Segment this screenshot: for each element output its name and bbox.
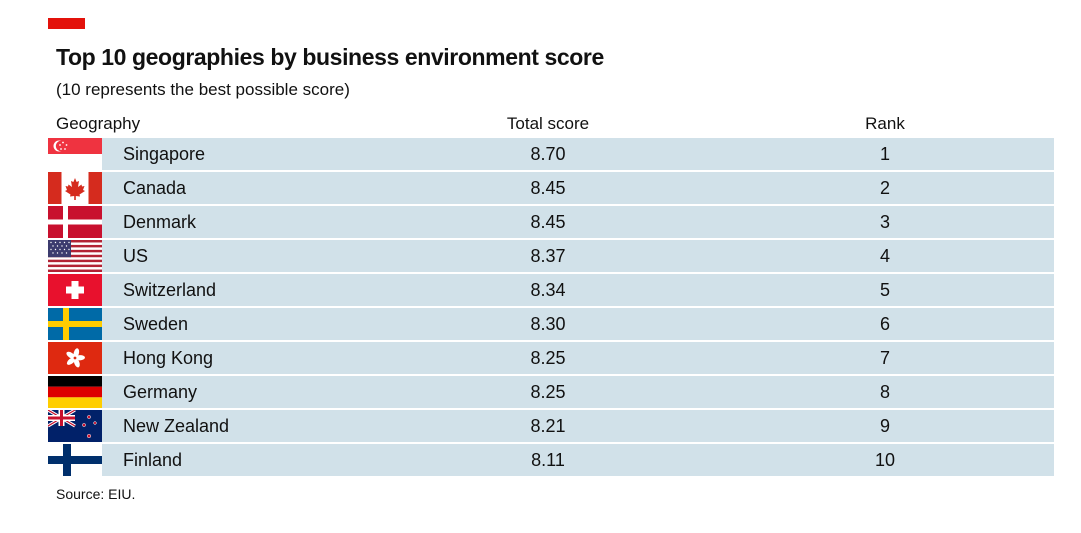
rank-value: 8 (879, 382, 891, 402)
table-row: Denmark 8.45 3 (48, 206, 1054, 238)
rank-value: 1 (879, 144, 891, 164)
geography-name: Finland (123, 450, 183, 470)
rank-value: 4 (879, 246, 891, 266)
rank-value: 6 (879, 314, 891, 334)
us-flag-icon (48, 240, 102, 272)
finland-flag-icon (48, 444, 102, 476)
total-score: 8.11 (531, 450, 565, 470)
table-row: Finland 8.11 10 (48, 444, 1054, 476)
table-row: Germany 8.25 8 (48, 376, 1054, 408)
geography-name: Canada (123, 178, 187, 198)
germany-flag-icon (48, 376, 102, 408)
geography-name: Sweden (123, 314, 189, 334)
column-header-score: Total score (506, 114, 590, 133)
hong-kong-flag-icon (48, 342, 102, 374)
total-score: 8.21 (530, 416, 566, 436)
source-note: Source: EIU. (56, 486, 136, 502)
rank-value: 10 (874, 450, 896, 470)
accent-bar (48, 18, 85, 29)
table-row: Sweden 8.30 6 (48, 308, 1054, 340)
total-score: 8.30 (530, 314, 566, 334)
denmark-flag-icon (48, 206, 102, 238)
table-row: Singapore 8.70 1 (48, 138, 1054, 170)
table-row: Switzerland 8.34 5 (48, 274, 1054, 306)
rank-value: 9 (879, 416, 891, 436)
rank-value: 7 (879, 348, 891, 368)
total-score: 8.45 (530, 178, 566, 198)
total-score: 8.25 (530, 348, 566, 368)
canada-flag-icon (48, 172, 102, 204)
rank-value: 3 (879, 212, 891, 232)
table-row: Canada 8.45 2 (48, 172, 1054, 204)
rank-value: 2 (879, 178, 891, 198)
rank-value: 5 (879, 280, 891, 300)
total-score: 8.70 (530, 144, 566, 164)
geography-name: Denmark (123, 212, 197, 232)
switzerland-flag-icon (48, 274, 102, 306)
total-score: 8.34 (530, 280, 566, 300)
geography-name: Hong Kong (123, 348, 214, 368)
chart-subtitle: (10 represents the best possible score) (56, 80, 350, 99)
total-score: 8.45 (530, 212, 566, 232)
singapore-flag-icon (48, 138, 102, 170)
column-header-rank: Rank (865, 114, 905, 133)
chart-title: Top 10 geographies by business environme… (56, 44, 604, 70)
new-zealand-flag-icon (48, 410, 102, 442)
total-score: 8.37 (530, 246, 566, 266)
table-row: Hong Kong 8.25 7 (48, 342, 1054, 374)
table-row: New Zealand 8.21 9 (48, 410, 1054, 442)
geography-name: US (123, 246, 149, 266)
sweden-flag-icon (48, 308, 102, 340)
geography-name: New Zealand (123, 416, 230, 436)
column-header-geography: Geography (56, 114, 141, 133)
table-row: US 8.37 4 (48, 240, 1054, 272)
geography-name: Germany (123, 382, 198, 402)
geography-name: Singapore (123, 144, 206, 164)
geography-name: Switzerland (123, 280, 217, 300)
total-score: 8.25 (530, 382, 566, 402)
